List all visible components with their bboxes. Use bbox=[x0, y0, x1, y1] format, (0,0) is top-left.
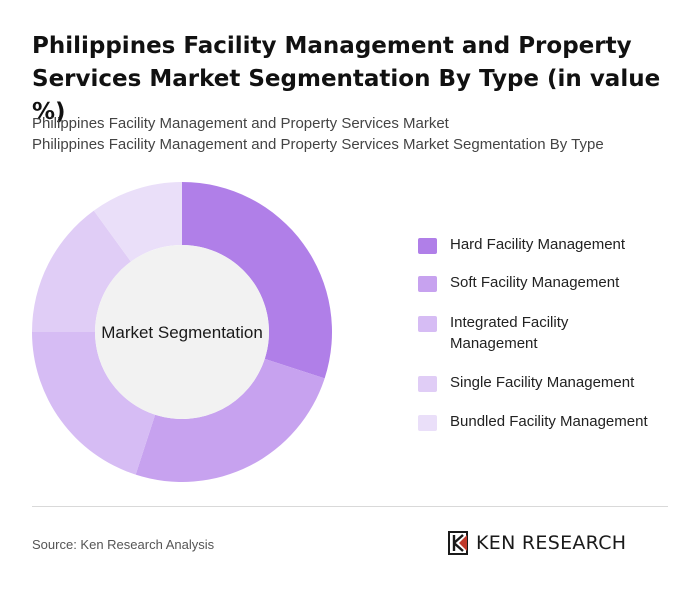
legend-swatch-integrated bbox=[418, 316, 437, 332]
legend-label-soft: Soft Facility Management bbox=[450, 274, 619, 291]
legend-label-integrated-line2: Management bbox=[450, 333, 568, 354]
legend-item-bundled: Bundled Facility Management bbox=[418, 411, 648, 432]
legend-swatch-soft bbox=[418, 276, 437, 292]
footer-divider bbox=[32, 506, 668, 507]
ken-research-logo-text: KEN RESEARCH bbox=[476, 532, 626, 554]
donut-chart: Market Segmentation bbox=[0, 170, 400, 500]
donut-center-label: Market Segmentation bbox=[101, 323, 263, 342]
legend-item-single: Single Facility Management bbox=[418, 372, 634, 393]
chart-subtitle: Philippines Facility Management and Prop… bbox=[32, 113, 672, 155]
ken-research-logo-icon bbox=[448, 531, 470, 555]
legend-label-integrated-line1: Integrated Facility bbox=[450, 312, 568, 333]
legend-label-integrated: Integrated Facility Management bbox=[450, 312, 568, 354]
legend-label-bundled: Bundled Facility Management bbox=[450, 413, 648, 430]
subtitle-line-2: Philippines Facility Management and Prop… bbox=[32, 134, 672, 155]
legend-swatch-bundled bbox=[418, 415, 437, 431]
legend-swatch-single bbox=[418, 376, 437, 392]
subtitle-line-1: Philippines Facility Management and Prop… bbox=[32, 113, 672, 134]
legend-item-hard: Hard Facility Management bbox=[418, 234, 625, 255]
legend-item-soft: Soft Facility Management bbox=[418, 272, 619, 293]
legend-label-single: Single Facility Management bbox=[450, 374, 634, 391]
legend-swatch-hard bbox=[418, 238, 437, 254]
legend-item-integrated: Integrated Facility Management bbox=[418, 312, 568, 354]
source-note: Source: Ken Research Analysis bbox=[32, 537, 214, 552]
legend-label-hard: Hard Facility Management bbox=[450, 236, 625, 253]
ken-research-logo: KEN RESEARCH bbox=[448, 531, 626, 555]
